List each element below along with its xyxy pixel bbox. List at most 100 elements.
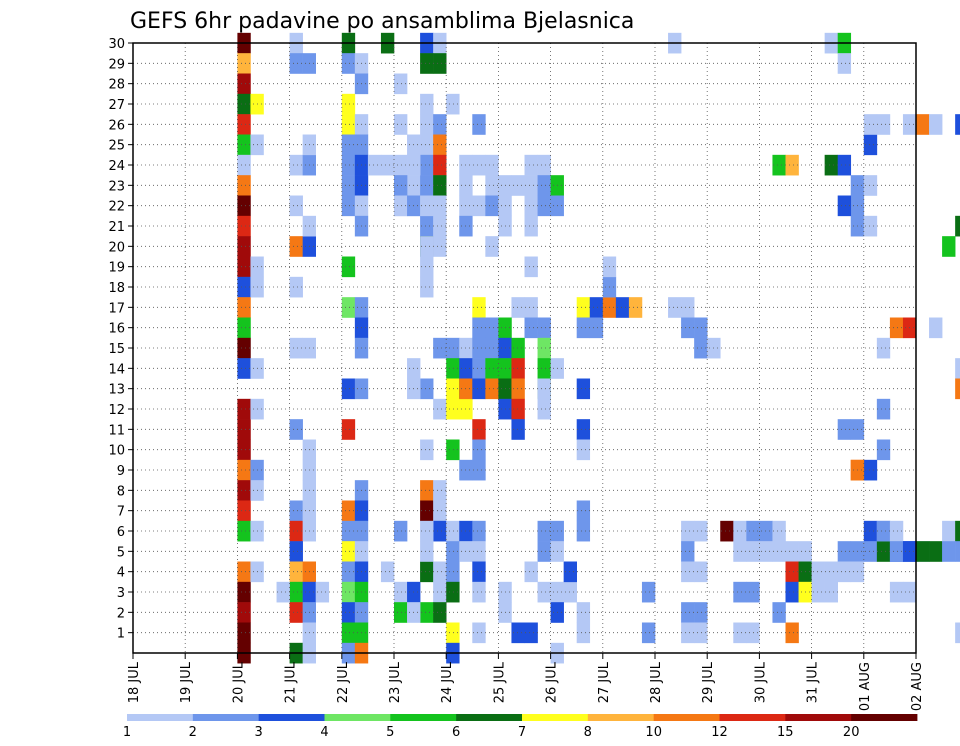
y-tick-label: 21 (108, 220, 125, 235)
y-tick-label: 1 (117, 627, 125, 642)
colorbar-label: 2 (189, 725, 197, 740)
heatmap-cell (237, 297, 251, 318)
heatmap-cell (785, 561, 799, 583)
heatmap-cell (289, 520, 303, 542)
x-tick-label: 18 JUL (127, 661, 142, 703)
heatmap-cell (289, 419, 303, 440)
colorbar-label: 6 (452, 725, 460, 740)
heatmap-cell (237, 195, 251, 217)
heatmap-cell (694, 622, 708, 644)
heatmap-cell (955, 358, 960, 379)
heatmap-cell (446, 398, 460, 420)
heatmap-cell (537, 581, 551, 603)
x-tick-label: 21 JUL (284, 661, 299, 703)
heatmap-cell (733, 581, 747, 603)
heatmap-cell (759, 520, 773, 542)
heatmap-cell (237, 215, 251, 237)
heatmap-cell (863, 175, 878, 196)
heatmap-cell (537, 317, 551, 339)
heatmap-cell (394, 114, 408, 135)
colorbar-swatch (785, 714, 852, 721)
heatmap-cell (563, 581, 577, 603)
heatmap-cell (289, 53, 303, 74)
heatmap-cell (511, 175, 525, 196)
heatmap-cell (537, 398, 551, 420)
heatmap-cell (511, 358, 525, 379)
heatmap-cell (681, 520, 695, 542)
heatmap-cell (237, 256, 251, 278)
heatmap-cell (433, 602, 447, 623)
heatmap-cell (341, 520, 356, 542)
heatmap-cell (681, 541, 695, 562)
heatmap-cell (537, 378, 551, 400)
heatmap-cell (472, 419, 486, 440)
heatmap-cell (811, 561, 825, 583)
colorbar-label: 20 (843, 725, 860, 740)
y-tick-label: 24 (108, 159, 125, 174)
heatmap-cell (420, 541, 434, 562)
heatmap-cell (589, 297, 604, 318)
heatmap-cell (524, 622, 538, 644)
heatmap-cell (472, 114, 486, 135)
heatmap-cell (511, 337, 525, 359)
colorbar-label: 8 (584, 725, 592, 740)
heatmap-cell (433, 215, 447, 237)
heatmap-cell (237, 500, 251, 522)
x-tick-label: 27 JUL (597, 661, 612, 703)
x-tick-label: 25 JUL (492, 661, 507, 703)
colorbar-swatch (390, 714, 457, 721)
y-tick-label: 2 (117, 606, 125, 621)
colorbar-swatch (719, 714, 786, 721)
y-tick-label: 16 (108, 322, 125, 337)
heatmap-cell (341, 561, 356, 583)
heatmap-cell (576, 317, 591, 339)
colorbar-label: 3 (255, 725, 263, 740)
heatmap-cell (420, 480, 434, 501)
heatmap-cell (863, 114, 878, 135)
x-tick-label: 23 JUL (388, 661, 403, 703)
heatmap-cell (576, 500, 591, 522)
heatmap-cell (472, 520, 486, 542)
heatmap-cell (942, 541, 956, 562)
heatmap-cell (420, 175, 434, 196)
x-tick-label: 26 JUL (545, 661, 560, 703)
heatmap-cell (446, 581, 460, 603)
y-tick-label: 12 (108, 403, 125, 418)
heatmap-cell (394, 581, 408, 603)
heatmap-cell (289, 236, 303, 257)
heatmap-cell (433, 480, 447, 501)
heatmap-cell (237, 73, 251, 95)
heatmap-cell (537, 358, 551, 379)
heatmap-cell (289, 541, 303, 562)
heatmap-cell (916, 541, 930, 562)
y-tick-label: 10 (108, 444, 125, 459)
heatmap-cell (824, 581, 838, 603)
y-tick-label: 9 (117, 464, 125, 479)
heatmap-cell (420, 520, 434, 542)
heatmap-cell (341, 541, 356, 562)
heatmap-cell (341, 500, 356, 522)
heatmap-cell (433, 337, 447, 359)
heatmap-cell (433, 114, 447, 135)
heatmap-cell (733, 520, 747, 542)
heatmap-cell (446, 93, 460, 115)
heatmap-cell (237, 419, 251, 440)
heatmap-cell (472, 154, 486, 176)
heatmap-cell (589, 317, 604, 339)
heatmap-cell (237, 439, 251, 461)
heatmap-cell (955, 520, 960, 542)
colorbar-swatch (456, 714, 523, 721)
heatmap-cell (863, 541, 878, 562)
heatmap-cell (420, 439, 434, 461)
heatmap-cell (772, 541, 786, 562)
heatmap-cell (341, 175, 356, 196)
heatmap-cell (380, 154, 395, 176)
y-tick-label: 23 (108, 179, 125, 194)
heatmap-cell (289, 500, 303, 522)
heatmap-cell (433, 134, 447, 156)
heatmap-cell (785, 581, 799, 603)
colorbar: 1 2 3 4 5 6 7 8 10 12 15 20 (123, 714, 918, 740)
heatmap-cell (576, 439, 591, 461)
heatmap-cell (446, 561, 460, 583)
heatmap-cell (341, 622, 356, 644)
